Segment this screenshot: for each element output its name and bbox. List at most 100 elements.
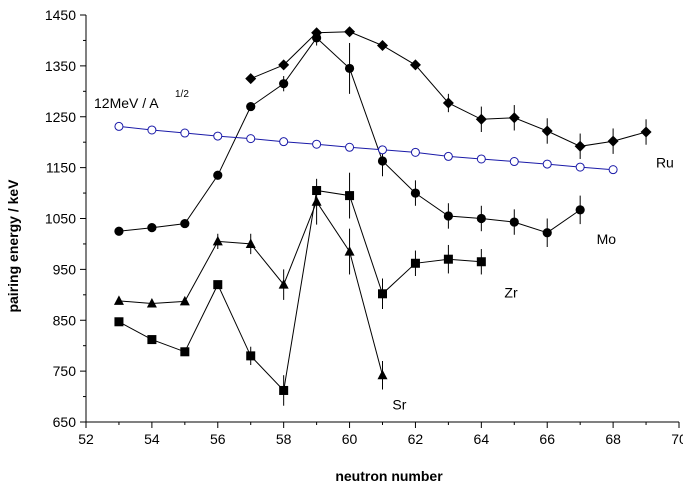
data-point — [542, 159, 552, 169]
data-point — [378, 289, 387, 299]
data-point — [345, 142, 355, 152]
y-tick-labels: 650 750 850 950 1050 1150 1250 1350 1450 — [45, 7, 76, 430]
series-zr — [114, 172, 486, 406]
formula-label: 12MeV / A — [94, 95, 159, 111]
series-mo — [114, 30, 585, 247]
series-ru — [245, 26, 652, 159]
x-tick-label: 68 — [605, 431, 621, 447]
data-point — [179, 295, 190, 306]
data-point — [542, 228, 552, 238]
data-point — [476, 213, 486, 224]
data-point — [246, 351, 256, 361]
x-tick-label: 52 — [78, 431, 94, 447]
series-line — [118, 189, 482, 392]
x-tick-label: 54 — [144, 431, 160, 447]
data-point — [344, 63, 355, 74]
data-point — [509, 217, 519, 227]
data-point — [114, 317, 124, 327]
y-tick-label: 1450 — [45, 7, 76, 23]
series-label-ru: Ru — [656, 155, 674, 171]
series-label-mo: Mo — [597, 231, 617, 247]
x-tick-label: 60 — [342, 431, 358, 447]
data-point — [114, 226, 124, 236]
data-point — [312, 33, 322, 43]
y-tick-label: 750 — [53, 363, 77, 379]
data-point — [377, 40, 388, 52]
data-point — [147, 223, 157, 233]
y-tick-label: 1250 — [45, 109, 76, 125]
series-line — [118, 125, 614, 171]
data-point — [508, 112, 520, 124]
data-point — [278, 59, 290, 71]
data-point — [344, 26, 356, 38]
data-point — [212, 235, 223, 246]
series-line — [250, 31, 647, 147]
data-point — [509, 157, 519, 167]
data-point — [312, 139, 322, 149]
data-point — [245, 73, 257, 85]
data-point — [443, 254, 453, 264]
data-point — [246, 101, 256, 112]
data-point — [377, 156, 388, 166]
data-point — [377, 369, 388, 380]
data-point — [574, 140, 586, 152]
data-point — [410, 258, 420, 268]
data-point — [345, 191, 355, 201]
data-point — [246, 134, 256, 144]
y-axis-title: pairing energy / keV — [5, 179, 21, 313]
x-tick-label: 66 — [539, 431, 555, 447]
x-tick-label: 70 — [671, 431, 683, 447]
series-labels: Ru Mo Zr Sr — [392, 155, 673, 413]
data-point — [410, 188, 421, 198]
x-tick-label: 64 — [474, 431, 490, 447]
data-point — [146, 297, 157, 308]
data-point — [344, 246, 355, 256]
data-point — [311, 196, 322, 206]
series-label-sr: Sr — [392, 396, 406, 412]
data-point — [279, 79, 289, 89]
data-point — [475, 113, 487, 125]
y-tick-label: 950 — [53, 261, 77, 277]
data-point — [476, 154, 486, 164]
x-tick-label: 58 — [276, 431, 292, 447]
data-point — [608, 165, 618, 175]
data-point — [378, 145, 387, 155]
data-point — [443, 151, 453, 161]
y-tick-label: 650 — [53, 414, 77, 430]
y-tick-label: 1150 — [46, 160, 76, 176]
data-point — [180, 128, 190, 138]
data-point — [213, 131, 223, 141]
data-point — [180, 218, 190, 229]
x-axis-title: neutron number — [335, 468, 443, 484]
formula-superscript: 1/2 — [175, 89, 189, 100]
data-point — [640, 126, 652, 138]
data-point — [213, 280, 223, 290]
data-point — [147, 125, 157, 135]
series-formula — [114, 121, 618, 175]
data-point — [279, 385, 289, 395]
data-point — [113, 295, 124, 305]
series-sr — [113, 178, 388, 390]
data-point — [476, 257, 486, 267]
data-point — [114, 121, 124, 131]
data-point — [443, 211, 453, 221]
data-point — [409, 59, 421, 71]
y-tick-label: 1050 — [45, 211, 76, 227]
y-tick-label: 1350 — [45, 58, 76, 74]
data-point — [442, 97, 454, 109]
formula-text: 12MeV / A — [94, 95, 159, 111]
data-point — [575, 162, 585, 172]
data-point — [575, 205, 585, 215]
data-point — [541, 125, 553, 137]
data-point — [147, 335, 157, 345]
y-tick-label: 850 — [53, 312, 77, 328]
data-point — [279, 137, 289, 147]
x-tick-label: 62 — [408, 431, 424, 447]
data-point — [278, 279, 289, 289]
series-label-zr: Zr — [504, 284, 518, 300]
data-point — [213, 170, 223, 180]
data-point — [245, 238, 256, 248]
x-tick-labels: 52 54 56 58 60 62 64 66 68 70 — [78, 431, 683, 447]
series-layer — [113, 26, 652, 406]
data-point — [410, 147, 420, 157]
